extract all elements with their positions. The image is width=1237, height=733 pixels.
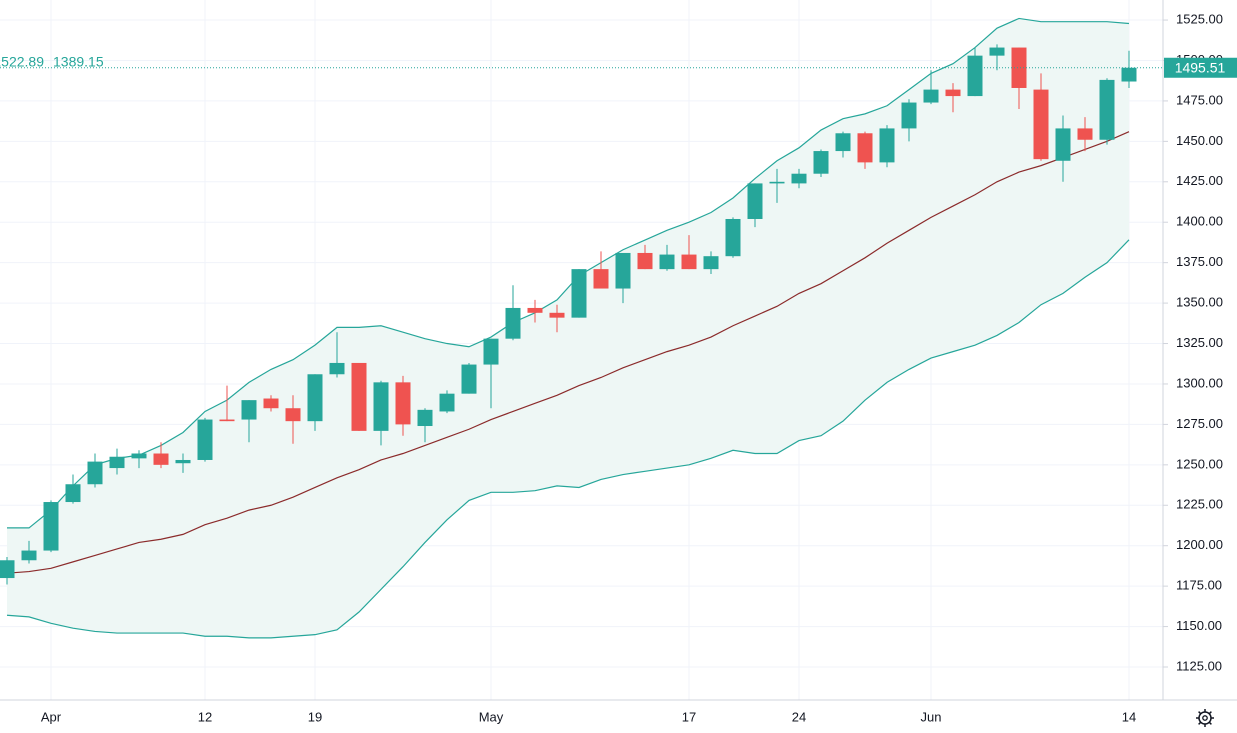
- candle-body: [571, 269, 587, 318]
- candle-body: [439, 393, 455, 412]
- candle-body: [549, 312, 565, 318]
- candle-body: [109, 456, 125, 469]
- candle-body: [747, 183, 763, 219]
- y-tick-label: 1175.00: [1176, 578, 1222, 593]
- y-tick-label: 1200.00: [1176, 537, 1223, 552]
- candle-body: [835, 133, 851, 152]
- candle-body: [813, 151, 829, 174]
- middle-band: [6, 131, 1130, 574]
- y-tick-label: 1350.00: [1176, 295, 1223, 310]
- y-tick-label: 1450.00: [1176, 133, 1223, 148]
- candle-body: [263, 398, 279, 409]
- x-tick-label: 24: [792, 709, 806, 724]
- candle-body: [527, 307, 543, 313]
- candle-body: [923, 89, 939, 103]
- candle-body: [659, 254, 675, 270]
- candle-body: [703, 256, 719, 270]
- lower-band-value: 1389.15: [53, 54, 104, 70]
- candle-body: [219, 419, 235, 422]
- band-fill: [7, 18, 1129, 638]
- y-tick-label: 1125.00: [1176, 658, 1222, 673]
- settings-button[interactable]: [1196, 709, 1214, 727]
- candle-body: [791, 173, 807, 184]
- candle-body: [417, 409, 433, 427]
- y-tick-label: 1525.00: [1176, 11, 1223, 26]
- candle-body: [945, 89, 961, 97]
- y-tick-label: 1300.00: [1176, 375, 1223, 390]
- candle-body: [1055, 128, 1071, 161]
- y-tick-label: 1425.00: [1176, 173, 1223, 188]
- y-tick-label: 1225.00: [1176, 497, 1223, 512]
- price-scale-bg: [1163, 0, 1237, 733]
- candle-body: [593, 269, 609, 289]
- last-price-box: [1164, 57, 1237, 78]
- candle-body: [1033, 89, 1049, 160]
- x-tick-label: May: [479, 709, 504, 724]
- candle-body: [241, 400, 257, 420]
- settings-icon-teeth[interactable]: [1196, 709, 1214, 727]
- candle-body: [483, 338, 499, 365]
- candle-body: [0, 560, 15, 579]
- candle-body: [43, 502, 59, 551]
- x-tick-label: 12: [198, 709, 212, 724]
- candle-body: [65, 484, 81, 503]
- lower-band: [6, 239, 1130, 639]
- candle-body: [857, 133, 873, 163]
- upper-band: [7, 17, 1130, 529]
- candle-body: [21, 550, 37, 561]
- x-tick-label: 19: [308, 709, 322, 724]
- candle-body: [901, 102, 917, 129]
- last-price-label: 1495.51: [1175, 59, 1226, 75]
- plot-area: [0, 17, 1163, 639]
- candle-body: [637, 252, 653, 270]
- candle-body: [1011, 47, 1027, 88]
- candle-body: [87, 461, 103, 485]
- x-tick-label: Apr: [41, 709, 62, 724]
- x-tick-label: 17: [682, 709, 696, 724]
- candle-body: [197, 419, 213, 460]
- candle-body: [769, 181, 785, 184]
- y-tick-label: 1325.00: [1176, 335, 1223, 350]
- y-tick-label: 1475.00: [1176, 92, 1223, 107]
- settings-icon-core[interactable]: [1202, 715, 1208, 721]
- candle-body: [615, 252, 631, 289]
- candle-body: [505, 307, 521, 339]
- y-tick-label: 1375.00: [1176, 254, 1223, 269]
- candle-body: [395, 382, 411, 425]
- candle-body: [153, 453, 169, 465]
- y-tick-label: 1250.00: [1176, 456, 1223, 471]
- candle-body: [681, 254, 697, 270]
- candle-body: [285, 408, 301, 422]
- candle-body: [351, 362, 367, 431]
- candle-body: [967, 55, 983, 97]
- candle-body: [461, 364, 477, 394]
- x-tick-label: Jun: [921, 709, 942, 724]
- y-tick-label: 1275.00: [1176, 416, 1223, 431]
- candle-body: [989, 47, 1005, 56]
- candle-body: [725, 218, 741, 257]
- candle-body: [175, 459, 191, 464]
- x-tick-label: 14: [1122, 709, 1136, 724]
- y-tick-label: 1400.00: [1176, 214, 1223, 229]
- candle-body: [1099, 79, 1115, 140]
- y-tick-label: 1150.00: [1176, 618, 1222, 633]
- candle-body: [329, 362, 345, 375]
- candle-body: [879, 128, 895, 163]
- axes: 1125.00 1150.00 1175.00 1200.00 1225.00 1250.…: [0, 11, 1237, 724]
- candle-body: [373, 382, 389, 431]
- candle-body: [1121, 67, 1137, 82]
- candle-body: [1077, 128, 1093, 140]
- candle-body: [131, 453, 147, 459]
- candle-body: [307, 374, 323, 422]
